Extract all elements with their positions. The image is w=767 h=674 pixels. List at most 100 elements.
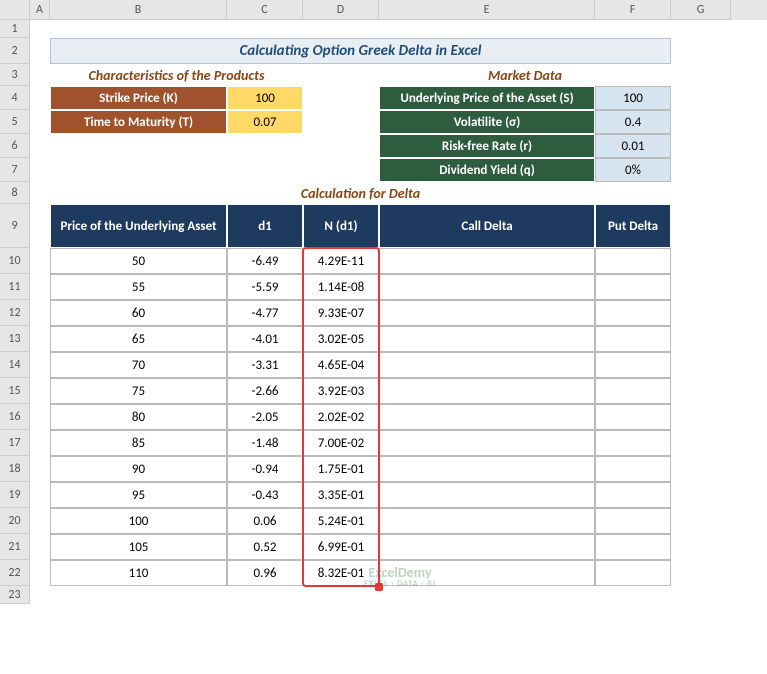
cell-price-8[interactable]: 90 [50, 456, 227, 482]
cell-d1-6[interactable]: -2.05 [227, 404, 303, 430]
th-nd1[interactable]: N (d1) [303, 204, 379, 248]
cell-nd1-1[interactable]: 1.14E-08 [303, 274, 379, 300]
row-header-2[interactable]: 2 [0, 38, 30, 64]
cell-d1-5[interactable]: -2.66 [227, 378, 303, 404]
row-header-3[interactable]: 3 [0, 64, 30, 86]
row-header-16[interactable]: 16 [0, 404, 30, 430]
cell-nd1-8[interactable]: 1.75E-01 [303, 456, 379, 482]
cell-d1-3[interactable]: -4.01 [227, 326, 303, 352]
row-header-5[interactable]: 5 [0, 110, 30, 134]
cell-price-5[interactable]: 75 [50, 378, 227, 404]
cell-call-7[interactable] [379, 430, 595, 456]
volatility-value[interactable]: 0.4 [595, 110, 671, 134]
dividend-value[interactable]: 0% [595, 158, 671, 182]
cell-d1-0[interactable]: -6.49 [227, 248, 303, 274]
cell-d1-4[interactable]: -3.31 [227, 352, 303, 378]
row-header-7[interactable]: 7 [0, 158, 30, 182]
cell-price-12[interactable]: 110 [50, 560, 227, 586]
cell-price-9[interactable]: 95 [50, 482, 227, 508]
cell-put-5[interactable] [595, 378, 671, 404]
cell-nd1-5[interactable]: 3.92E-03 [303, 378, 379, 404]
cell-call-9[interactable] [379, 482, 595, 508]
underlying-label[interactable]: Underlying Price of the Asset (S) [379, 86, 595, 110]
cell-d1-2[interactable]: -4.77 [227, 300, 303, 326]
cell-call-8[interactable] [379, 456, 595, 482]
row-header-18[interactable]: 18 [0, 456, 30, 482]
strike-price-value[interactable]: 100 [227, 86, 303, 110]
dividend-label[interactable]: Dividend Yield (q) [379, 158, 595, 182]
cell-nd1-4[interactable]: 4.65E-04 [303, 352, 379, 378]
row-header-1[interactable]: 1 [0, 20, 30, 38]
cell-call-1[interactable] [379, 274, 595, 300]
row-header-22[interactable]: 22 [0, 560, 30, 586]
col-header-C[interactable]: C [227, 0, 303, 20]
cell-put-7[interactable] [595, 430, 671, 456]
row-header-13[interactable]: 13 [0, 326, 30, 352]
cell-call-0[interactable] [379, 248, 595, 274]
row-header-23[interactable]: 23 [0, 586, 30, 604]
cell-d1-9[interactable]: -0.43 [227, 482, 303, 508]
cell-put-0[interactable] [595, 248, 671, 274]
row-header-12[interactable]: 12 [0, 300, 30, 326]
cell-call-6[interactable] [379, 404, 595, 430]
cell-nd1-7[interactable]: 7.00E-02 [303, 430, 379, 456]
cell-put-2[interactable] [595, 300, 671, 326]
col-header-B[interactable]: B [50, 0, 227, 20]
cell-call-4[interactable] [379, 352, 595, 378]
cell-nd1-10[interactable]: 5.24E-01 [303, 508, 379, 534]
cell-call-10[interactable] [379, 508, 595, 534]
cell-put-6[interactable] [595, 404, 671, 430]
cell-price-10[interactable]: 100 [50, 508, 227, 534]
cell-call-5[interactable] [379, 378, 595, 404]
cell-nd1-9[interactable]: 3.35E-01 [303, 482, 379, 508]
cell-price-0[interactable]: 50 [50, 248, 227, 274]
cell-put-9[interactable] [595, 482, 671, 508]
th-call[interactable]: Call Delta [379, 204, 595, 248]
cell-call-2[interactable] [379, 300, 595, 326]
row-header-4[interactable]: 4 [0, 86, 30, 110]
col-header-A[interactable]: A [30, 0, 50, 20]
th-put[interactable]: Put Delta [595, 204, 671, 248]
row-header-9[interactable]: 9 [0, 204, 30, 248]
row-header-10[interactable]: 10 [0, 248, 30, 274]
col-header-corner[interactable] [0, 0, 30, 20]
row-header-8[interactable]: 8 [0, 182, 30, 204]
cell-put-1[interactable] [595, 274, 671, 300]
volatility-label[interactable]: Volatilite (σ) [379, 110, 595, 134]
cell-d1-7[interactable]: -1.48 [227, 430, 303, 456]
cell-put-11[interactable] [595, 534, 671, 560]
cell-d1-11[interactable]: 0.52 [227, 534, 303, 560]
cell-price-11[interactable]: 105 [50, 534, 227, 560]
row-header-21[interactable]: 21 [0, 534, 30, 560]
cell-nd1-6[interactable]: 2.02E-02 [303, 404, 379, 430]
th-price[interactable]: Price of the Underlying Asset [50, 204, 227, 248]
cell-call-3[interactable] [379, 326, 595, 352]
cell-put-3[interactable] [595, 326, 671, 352]
cell-call-11[interactable] [379, 534, 595, 560]
cell-price-4[interactable]: 70 [50, 352, 227, 378]
riskfree-label[interactable]: Risk-free Rate (r) [379, 134, 595, 158]
cell-d1-10[interactable]: 0.06 [227, 508, 303, 534]
strike-price-label[interactable]: Strike Price (K) [50, 86, 227, 110]
riskfree-value[interactable]: 0.01 [595, 134, 671, 158]
th-d1[interactable]: d1 [227, 204, 303, 248]
cell-price-7[interactable]: 85 [50, 430, 227, 456]
maturity-value[interactable]: 0.07 [227, 110, 303, 134]
row-header-20[interactable]: 20 [0, 508, 30, 534]
underlying-value[interactable]: 100 [595, 86, 671, 110]
cell-d1-1[interactable]: -5.59 [227, 274, 303, 300]
cell-price-6[interactable]: 80 [50, 404, 227, 430]
cell-put-8[interactable] [595, 456, 671, 482]
cell-d1-12[interactable]: 0.96 [227, 560, 303, 586]
cell-nd1-11[interactable]: 6.99E-01 [303, 534, 379, 560]
col-header-E[interactable]: E [379, 0, 595, 20]
col-header-F[interactable]: F [595, 0, 671, 20]
row-header-17[interactable]: 17 [0, 430, 30, 456]
cell-nd1-2[interactable]: 9.33E-07 [303, 300, 379, 326]
cell-put-10[interactable] [595, 508, 671, 534]
col-header-D[interactable]: D [303, 0, 379, 20]
cell-nd1-3[interactable]: 3.02E-05 [303, 326, 379, 352]
row-header-19[interactable]: 19 [0, 482, 30, 508]
row-header-14[interactable]: 14 [0, 352, 30, 378]
cell-price-2[interactable]: 60 [50, 300, 227, 326]
